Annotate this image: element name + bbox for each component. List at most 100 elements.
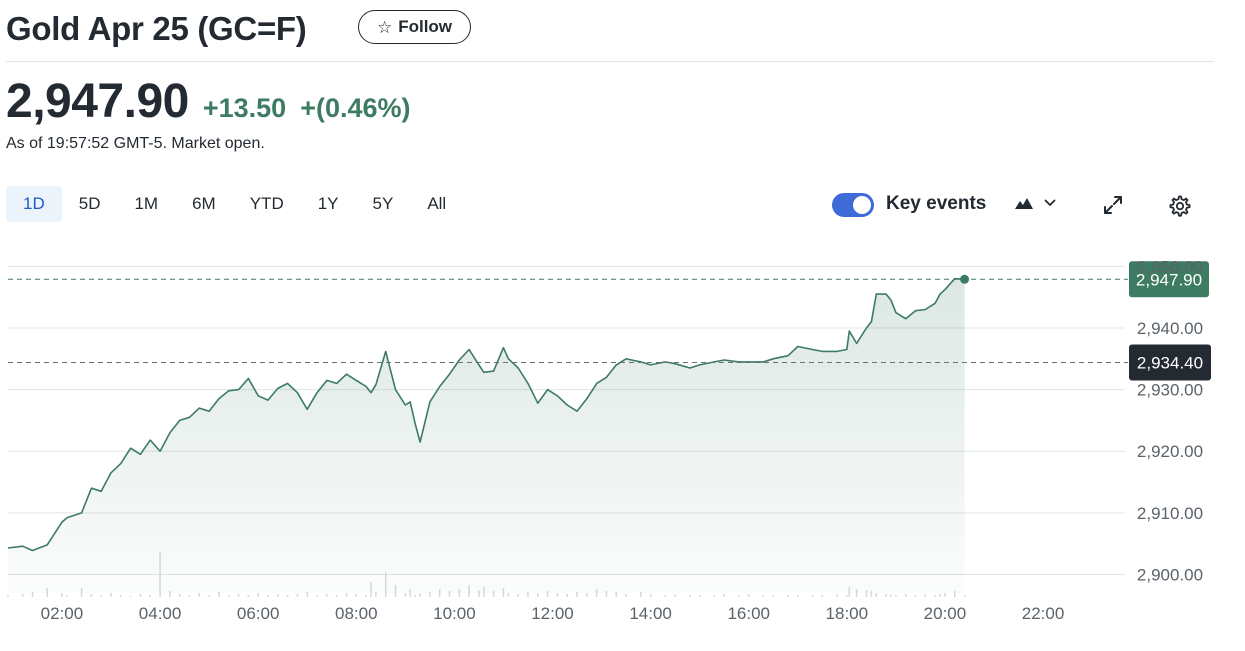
current-price: 2,947.90 [6,75,189,128]
as-of-timestamp: As of 19:57:52 GMT-5. Market open. [6,135,265,152]
volume-bar [738,595,740,597]
volume-bar [939,594,941,597]
volume-bar [953,591,956,597]
key-events-label: Key events [886,193,987,214]
key-events-toggle[interactable] [832,193,874,217]
volume-bar [625,594,627,597]
volume-bar [875,593,878,597]
expand-icon [1104,196,1122,214]
follow-button[interactable]: ☆ Follow [358,10,471,44]
price-chart[interactable]: 2,947.90 2,934.40 2,900.00 2,910.00 2,920.0… [0,240,1245,651]
volume-bar [895,595,897,597]
page-header: Gold Apr 25 (GC=F) ☆ Follow [6,6,1214,62]
quote-summary: 2,947.90 +13.50 +(0.46%) [6,74,411,130]
volume-bar [448,591,451,597]
volume-bar [100,595,102,597]
volume-bar [615,592,618,597]
x-tick-label: 14:00 [629,604,672,623]
volume-bar [605,591,608,597]
volume-bar [698,595,701,597]
volume-bar [139,594,142,597]
volume-bar [556,593,559,597]
volume-bar [365,595,367,597]
x-tick-label: 02:00 [41,604,84,623]
volume-bar [527,592,529,597]
volume-bar [335,595,338,597]
volume-bar [247,595,250,597]
volume-bar [517,594,519,597]
volume-bar [208,595,210,597]
volume-bar [66,595,68,597]
current-price-badge [1129,261,1209,298]
price-change: +13.50 [202,93,287,123]
volume-bar [267,595,269,597]
volume-bar [924,594,927,597]
tab-range-5d[interactable]: 5D [78,194,101,213]
x-tick-label: 08:00 [335,604,378,623]
y-tick-label: 2,950.00 [1137,257,1203,276]
volume-bar [885,594,887,597]
volume-bar [178,594,181,597]
volume-bar [129,596,132,597]
x-tick-label: 20:00 [924,604,967,623]
volume-bar [836,594,838,597]
expand-chart-button[interactable] [1102,194,1124,221]
chart-type-dropdown[interactable] [1014,196,1056,210]
previous-close-badge-label: 2,934.40 [1137,353,1203,372]
price-area-fill [8,278,965,593]
volume-bar [169,591,171,597]
x-tick-label: 06:00 [237,604,280,623]
volume-bar [21,594,24,597]
x-tick-label: 16:00 [727,604,770,623]
y-tick-label: 2,940.00 [1137,319,1203,338]
y-tick-label: 2,900.00 [1137,566,1203,585]
x-tick-label: 10:00 [433,604,476,623]
tab-range-all[interactable]: All [427,194,447,213]
tab-range-6m[interactable]: 6M [192,194,216,213]
volume-bar [218,592,220,597]
volume-bar [649,594,652,597]
x-tick-label: 18:00 [826,604,869,623]
volume-bar [846,595,848,597]
volume-bar [772,595,774,597]
volume-bar [149,595,152,597]
volume-bar [689,595,691,597]
volume-bar [286,595,289,597]
volume-bar [316,595,318,597]
volume-bar [546,591,549,597]
volume-bar [326,594,328,597]
volume-bar [640,592,642,597]
tab-range-1d[interactable]: 1D [6,186,62,222]
tab-range-1y[interactable]: 1Y [317,194,339,213]
volume-bar [110,593,112,597]
tab-range-ytd[interactable]: YTD [249,194,284,213]
volume-bar [537,593,539,597]
volume-bar [7,595,9,597]
volume-bar [429,592,431,597]
volume-bar [664,595,667,597]
volume-bar [355,594,358,597]
tab-range-5y[interactable]: 5Y [372,194,394,213]
toggle-knob [853,196,871,214]
volume-bar [797,595,799,597]
price-change-percent: +(0.46%) [300,93,411,123]
chart-settings-button[interactable] [1168,194,1192,223]
volume-bar [507,593,510,597]
volume-bar [237,594,240,597]
volume-bar [90,594,93,597]
follow-label: Follow [398,17,453,36]
mountain-chart-icon [1015,198,1033,209]
volume-bar [120,595,122,597]
volume-bar [865,590,868,597]
volume-bar [674,594,676,597]
volume-bar [404,593,407,597]
volume-bar [870,591,873,597]
volume-bar [811,595,814,597]
volume-bar [713,595,716,597]
gear-icon [1169,195,1191,217]
volume-bar [277,594,279,597]
volume-bar [944,593,946,597]
chevron-down-icon [1044,199,1056,206]
tab-range-1m[interactable]: 1M [134,194,159,213]
y-tick-label: 2,930.00 [1137,381,1203,400]
